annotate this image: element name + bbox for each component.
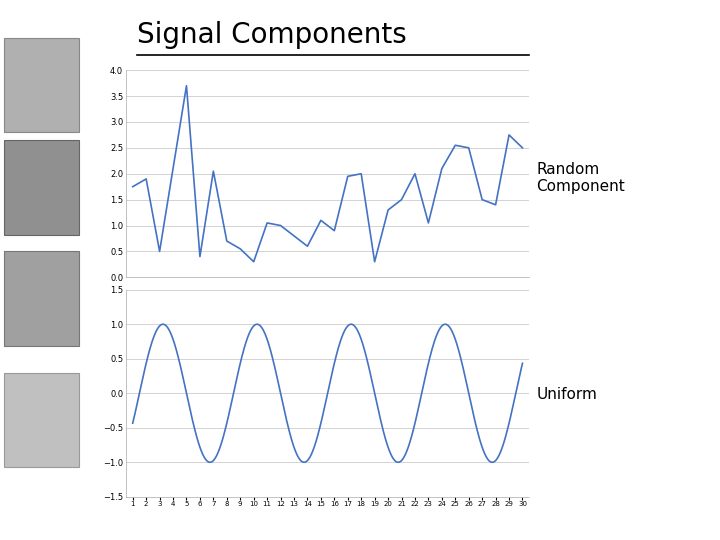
Text: Uniform: Uniform xyxy=(536,387,598,402)
Text: Signal Components: Signal Components xyxy=(137,21,407,49)
Text: Random
Component: Random Component xyxy=(536,162,625,194)
